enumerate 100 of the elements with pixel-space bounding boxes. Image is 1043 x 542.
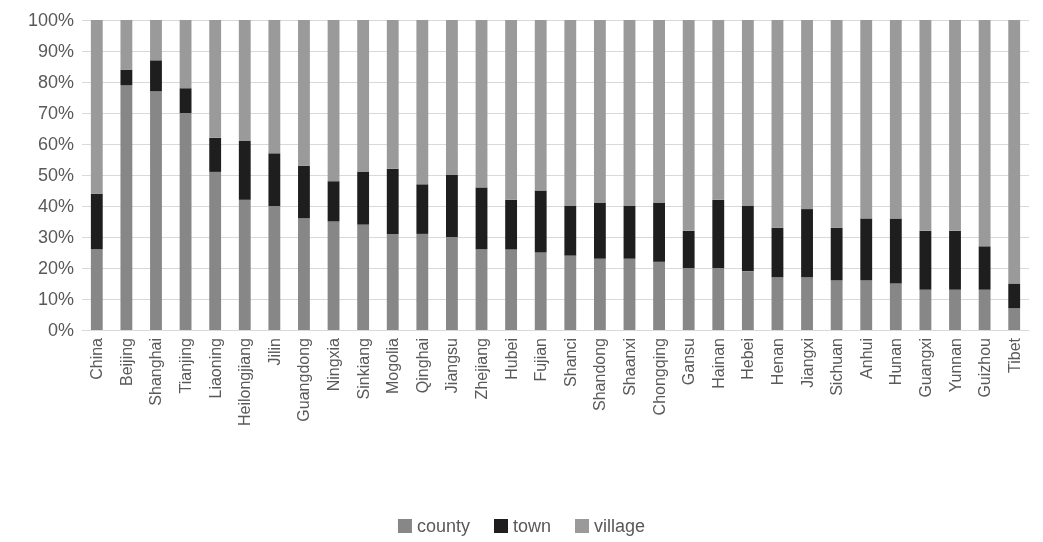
bar: [682, 230, 695, 268]
x-tick-label: Guangxi: [916, 338, 934, 398]
bar: [416, 20, 429, 185]
y-tick-label: 40%: [37, 196, 74, 216]
bar: [475, 249, 488, 330]
bar: [1008, 20, 1021, 284]
bar: [268, 206, 281, 330]
legend-label: village: [594, 516, 646, 536]
x-tick-label: Jilin: [265, 338, 283, 366]
x-tick-label: Jiangxi: [798, 338, 816, 388]
x-tick-label: Zhejiang: [473, 338, 491, 400]
y-tick-label: 0%: [47, 320, 74, 340]
bar: [682, 20, 695, 231]
bar: [1008, 308, 1021, 330]
bar: [623, 258, 636, 330]
bar: [209, 137, 222, 172]
bar: [771, 277, 784, 330]
x-tick-label: Tibet: [1005, 337, 1023, 373]
bar: [179, 20, 192, 89]
y-tick-label: 10%: [37, 289, 74, 309]
bar: [653, 20, 665, 203]
bar: [327, 181, 340, 222]
x-tick-label: Shandong: [591, 338, 609, 411]
bar: [120, 20, 133, 70]
bar: [593, 20, 606, 203]
x-tick-label: Heilongjiang: [236, 338, 254, 427]
bar: [386, 233, 399, 330]
bar: [889, 283, 902, 330]
bar: [505, 20, 518, 200]
bar: [446, 20, 458, 175]
bar: [209, 171, 222, 330]
bar: [978, 246, 991, 290]
bar: [919, 20, 932, 231]
y-tick-label: 50%: [37, 165, 74, 185]
y-tick-label: 100%: [27, 10, 74, 30]
x-tick-label: Fujian: [532, 338, 550, 382]
bar: [90, 249, 103, 330]
x-tick-label: Liaoning: [206, 338, 224, 399]
bar: [593, 258, 606, 330]
bar: [298, 20, 310, 166]
bar: [298, 218, 310, 330]
bar: [150, 20, 162, 61]
bar: [978, 289, 991, 330]
bar: [682, 268, 695, 330]
bar: [357, 171, 370, 225]
bar: [564, 255, 577, 330]
bar: [801, 277, 813, 330]
bar: [534, 252, 547, 330]
y-tick-label: 20%: [37, 258, 74, 278]
bar: [505, 249, 518, 330]
y-tick-label: 30%: [37, 227, 74, 247]
bar: [327, 20, 340, 182]
x-tick-label: Gansu: [680, 338, 698, 386]
bar: [889, 20, 902, 219]
legend-label: town: [512, 516, 552, 536]
x-tick-label: Shaanxi: [620, 338, 638, 396]
bar: [1008, 283, 1021, 309]
x-tick-label: China: [88, 337, 106, 380]
x-tick-label: Guizhou: [976, 338, 994, 398]
x-tick-label: Hunan: [887, 338, 905, 386]
x-tick-label: Qinghai: [413, 338, 431, 394]
y-tick-label: 90%: [37, 41, 74, 61]
bar: [238, 199, 251, 330]
bar: [534, 20, 547, 191]
bar: [446, 175, 458, 237]
bar: [416, 233, 429, 330]
bar: [268, 153, 281, 206]
bar: [416, 184, 429, 234]
bar: [534, 190, 547, 253]
bar: [238, 20, 251, 141]
bar: [653, 202, 665, 262]
bar: [771, 227, 784, 278]
bar: [712, 199, 725, 268]
bar: [741, 20, 754, 206]
bar: [327, 221, 340, 330]
bar: [209, 20, 222, 138]
bar: [830, 227, 843, 281]
x-tick-label: Henan: [768, 338, 786, 386]
bar: [801, 20, 813, 210]
bar: [564, 206, 577, 256]
bar: [860, 218, 873, 281]
x-tick-label: Sichuan: [828, 338, 846, 396]
x-tick-label: Jiangsu: [443, 338, 461, 394]
bar: [90, 193, 103, 250]
legend-label: county: [416, 516, 470, 536]
bar: [179, 113, 192, 330]
bar: [653, 261, 665, 330]
bar: [801, 209, 813, 278]
x-tick-label: Beijing: [117, 338, 135, 387]
bar: [623, 206, 636, 259]
bar: [741, 271, 754, 330]
x-tick-label: Hainan: [709, 338, 727, 389]
bar: [386, 20, 399, 169]
bar: [860, 20, 873, 219]
bar: [741, 206, 754, 272]
bar: [593, 202, 606, 259]
bar: [830, 20, 843, 228]
bar: [889, 218, 902, 284]
x-tick-label: Mogolia: [384, 337, 402, 395]
bar: [446, 237, 458, 330]
